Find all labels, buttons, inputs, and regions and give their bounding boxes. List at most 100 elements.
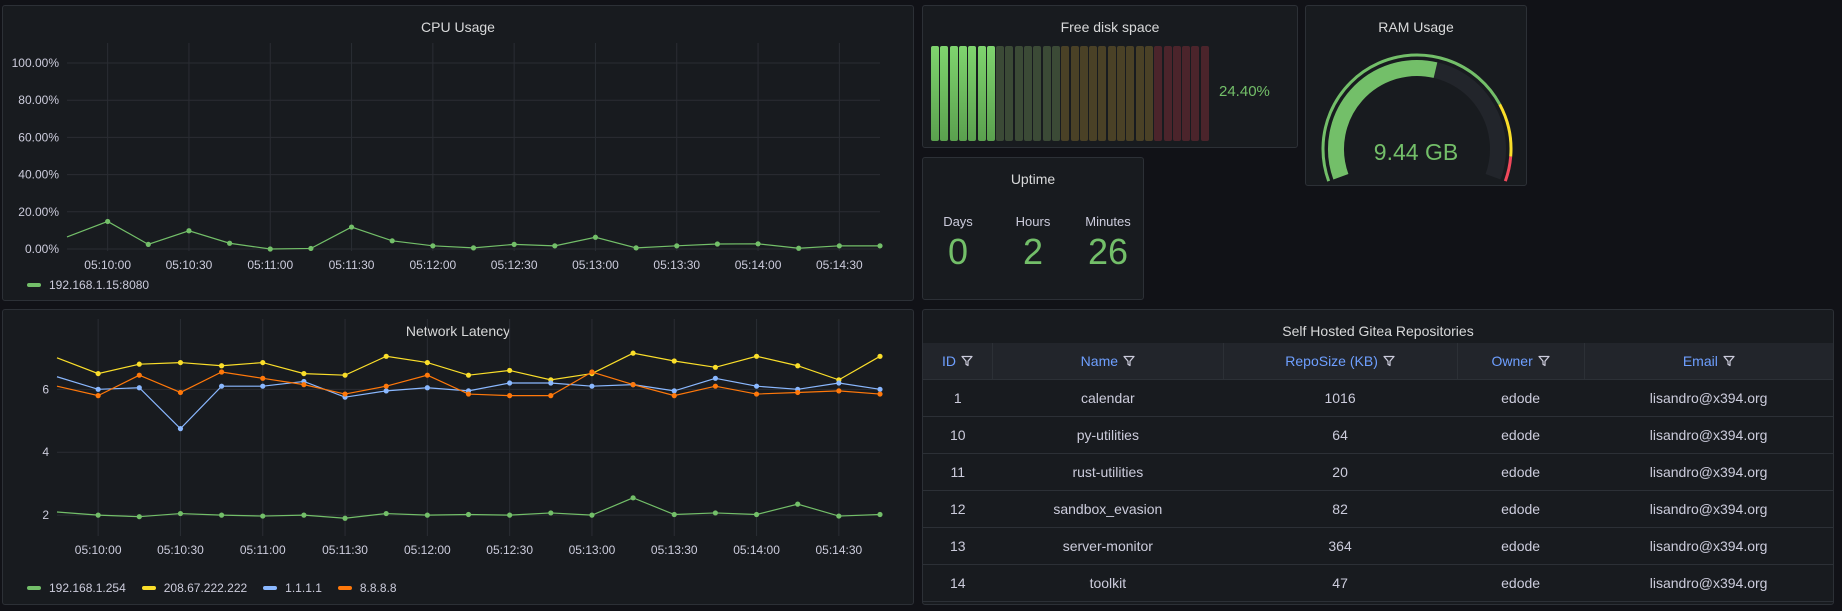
repos-panel-title[interactable]: Self Hosted Gitea Repositories <box>1282 323 1474 339</box>
column-header-owner[interactable]: Owner <box>1457 343 1585 380</box>
net-data-point[interactable] <box>753 391 760 397</box>
cpu-panel-title[interactable]: CPU Usage <box>421 19 495 35</box>
cpu-data-point[interactable] <box>796 245 802 251</box>
net-data-point[interactable] <box>383 353 389 359</box>
net-data-point[interactable] <box>424 372 430 378</box>
cpu-data-point[interactable] <box>836 243 842 249</box>
cpu-data-point[interactable] <box>633 245 639 251</box>
table-row[interactable]: 14 toolkit 47 edode lisandro@x394.org <box>923 564 1833 602</box>
net-data-point[interactable] <box>95 370 101 377</box>
disk-panel-title[interactable]: Free disk space <box>1060 19 1160 35</box>
cpu-legend-item[interactable]: 192.168.1.15:8080 <box>27 278 149 292</box>
net-data-point[interactable] <box>507 367 513 374</box>
net-data-point[interactable] <box>836 513 842 519</box>
net-data-point[interactable] <box>177 426 184 432</box>
net-data-point[interactable] <box>260 513 266 519</box>
net-data-point[interactable] <box>342 391 348 397</box>
net-data-point[interactable] <box>753 383 760 389</box>
filter-icon[interactable] <box>961 355 973 367</box>
net-data-point[interactable] <box>712 383 719 389</box>
net-data-point[interactable] <box>177 359 184 366</box>
table-row[interactable]: 13 server-monitor 364 edode lisandro@x394.or… <box>923 527 1833 565</box>
net-data-point[interactable] <box>877 511 883 518</box>
net-data-point[interactable] <box>383 388 389 394</box>
table-row[interactable]: 15x394-portal1647edodelisandro@x394.org <box>923 601 1833 604</box>
net-data-point[interactable] <box>95 512 101 518</box>
net-data-point[interactable] <box>219 512 225 518</box>
net-data-point[interactable] <box>219 363 225 369</box>
net-data-point[interactable] <box>548 510 554 516</box>
net-data-point[interactable] <box>424 359 430 366</box>
cpu-data-point[interactable] <box>267 246 273 252</box>
net-data-point[interactable] <box>589 383 595 389</box>
net-data-point[interactable] <box>795 501 801 507</box>
net-data-point[interactable] <box>301 512 307 518</box>
cpu-data-point[interactable] <box>470 245 477 251</box>
filter-icon[interactable] <box>1538 355 1550 367</box>
net-data-point[interactable] <box>712 364 719 370</box>
net-data-point[interactable] <box>753 353 760 359</box>
net-data-point[interactable] <box>260 359 266 366</box>
cpu-data-point[interactable] <box>145 241 151 247</box>
net-data-point[interactable] <box>177 510 184 517</box>
table-row[interactable]: 11 rust-utilities 20 edode lisandro@x394.org <box>923 453 1833 491</box>
cpu-data-point[interactable] <box>714 241 721 247</box>
net-legend-item[interactable]: 208.67.222.222 <box>141 581 247 595</box>
net-data-point[interactable] <box>507 512 513 518</box>
net-data-point[interactable] <box>671 393 677 399</box>
net-data-point[interactable] <box>383 510 389 517</box>
net-data-point[interactable] <box>671 388 677 394</box>
net-data-point[interactable] <box>589 512 595 518</box>
uptime-panel-title[interactable]: Uptime <box>1010 171 1056 187</box>
net-data-point[interactable] <box>177 389 184 396</box>
net-data-point[interactable] <box>465 391 472 397</box>
net-data-point[interactable] <box>301 370 307 377</box>
cpu-data-point[interactable] <box>755 241 761 247</box>
net-data-point[interactable] <box>301 382 307 388</box>
column-header-email[interactable]: Email <box>1584 343 1833 380</box>
net-data-point[interactable] <box>507 393 513 399</box>
cpu-data-point[interactable] <box>674 243 680 249</box>
net-data-point[interactable] <box>671 511 677 518</box>
net-data-point[interactable] <box>342 515 348 521</box>
column-header-name[interactable]: Name <box>992 343 1224 380</box>
table-row[interactable]: 1 calendar 1016 edode lisandro@x394.org <box>923 379 1833 417</box>
net-data-point[interactable] <box>219 383 225 389</box>
cpu-data-point[interactable] <box>308 245 314 252</box>
net-data-point[interactable] <box>630 495 636 501</box>
net-data-point[interactable] <box>795 363 801 369</box>
net-data-point[interactable] <box>95 386 101 392</box>
filter-icon[interactable] <box>1723 355 1735 367</box>
net-data-point[interactable] <box>753 511 760 518</box>
net-data-point[interactable] <box>836 380 842 386</box>
net-data-point[interactable] <box>136 385 142 391</box>
net-data-point[interactable] <box>877 386 883 392</box>
table-row[interactable]: 12 sandbox_evasion 82 edode lisandro@x394.or… <box>923 490 1833 528</box>
filter-icon[interactable] <box>1383 355 1395 367</box>
net-data-point[interactable] <box>877 391 883 397</box>
net-data-point[interactable] <box>795 389 801 396</box>
net-data-point[interactable] <box>877 353 883 359</box>
net-data-point[interactable] <box>424 385 430 391</box>
cpu-data-point[interactable] <box>430 243 436 249</box>
repos-table-container[interactable]: ID Name RepoSize (KB) Owner Email 1 calendar 1… <box>923 343 1833 604</box>
column-header-id[interactable]: ID <box>923 343 994 380</box>
network-panel-title[interactable]: Network Latency <box>405 323 511 339</box>
cpu-data-point[interactable] <box>511 241 517 247</box>
cpu-data-point[interactable] <box>592 234 599 240</box>
column-header-reposize-kb[interactable]: RepoSize (KB) <box>1223 343 1458 380</box>
net-data-point[interactable] <box>630 350 636 356</box>
net-data-point[interactable] <box>548 380 554 386</box>
net-data-point[interactable] <box>712 510 719 516</box>
net-data-point[interactable] <box>260 383 266 389</box>
net-data-point[interactable] <box>95 393 101 399</box>
net-data-point[interactable] <box>260 375 266 381</box>
net-legend-item[interactable]: 8.8.8.8 <box>337 581 397 595</box>
net-data-point[interactable] <box>507 380 513 386</box>
cpu-data-point[interactable] <box>389 238 395 244</box>
cpu-data-point[interactable] <box>227 240 233 246</box>
cpu-data-point[interactable] <box>105 218 111 225</box>
table-row[interactable]: 10 py-utilities 64 edode lisandro@x394.org <box>923 416 1833 454</box>
net-data-point[interactable] <box>548 393 554 399</box>
cpu-data-point[interactable] <box>348 224 355 230</box>
